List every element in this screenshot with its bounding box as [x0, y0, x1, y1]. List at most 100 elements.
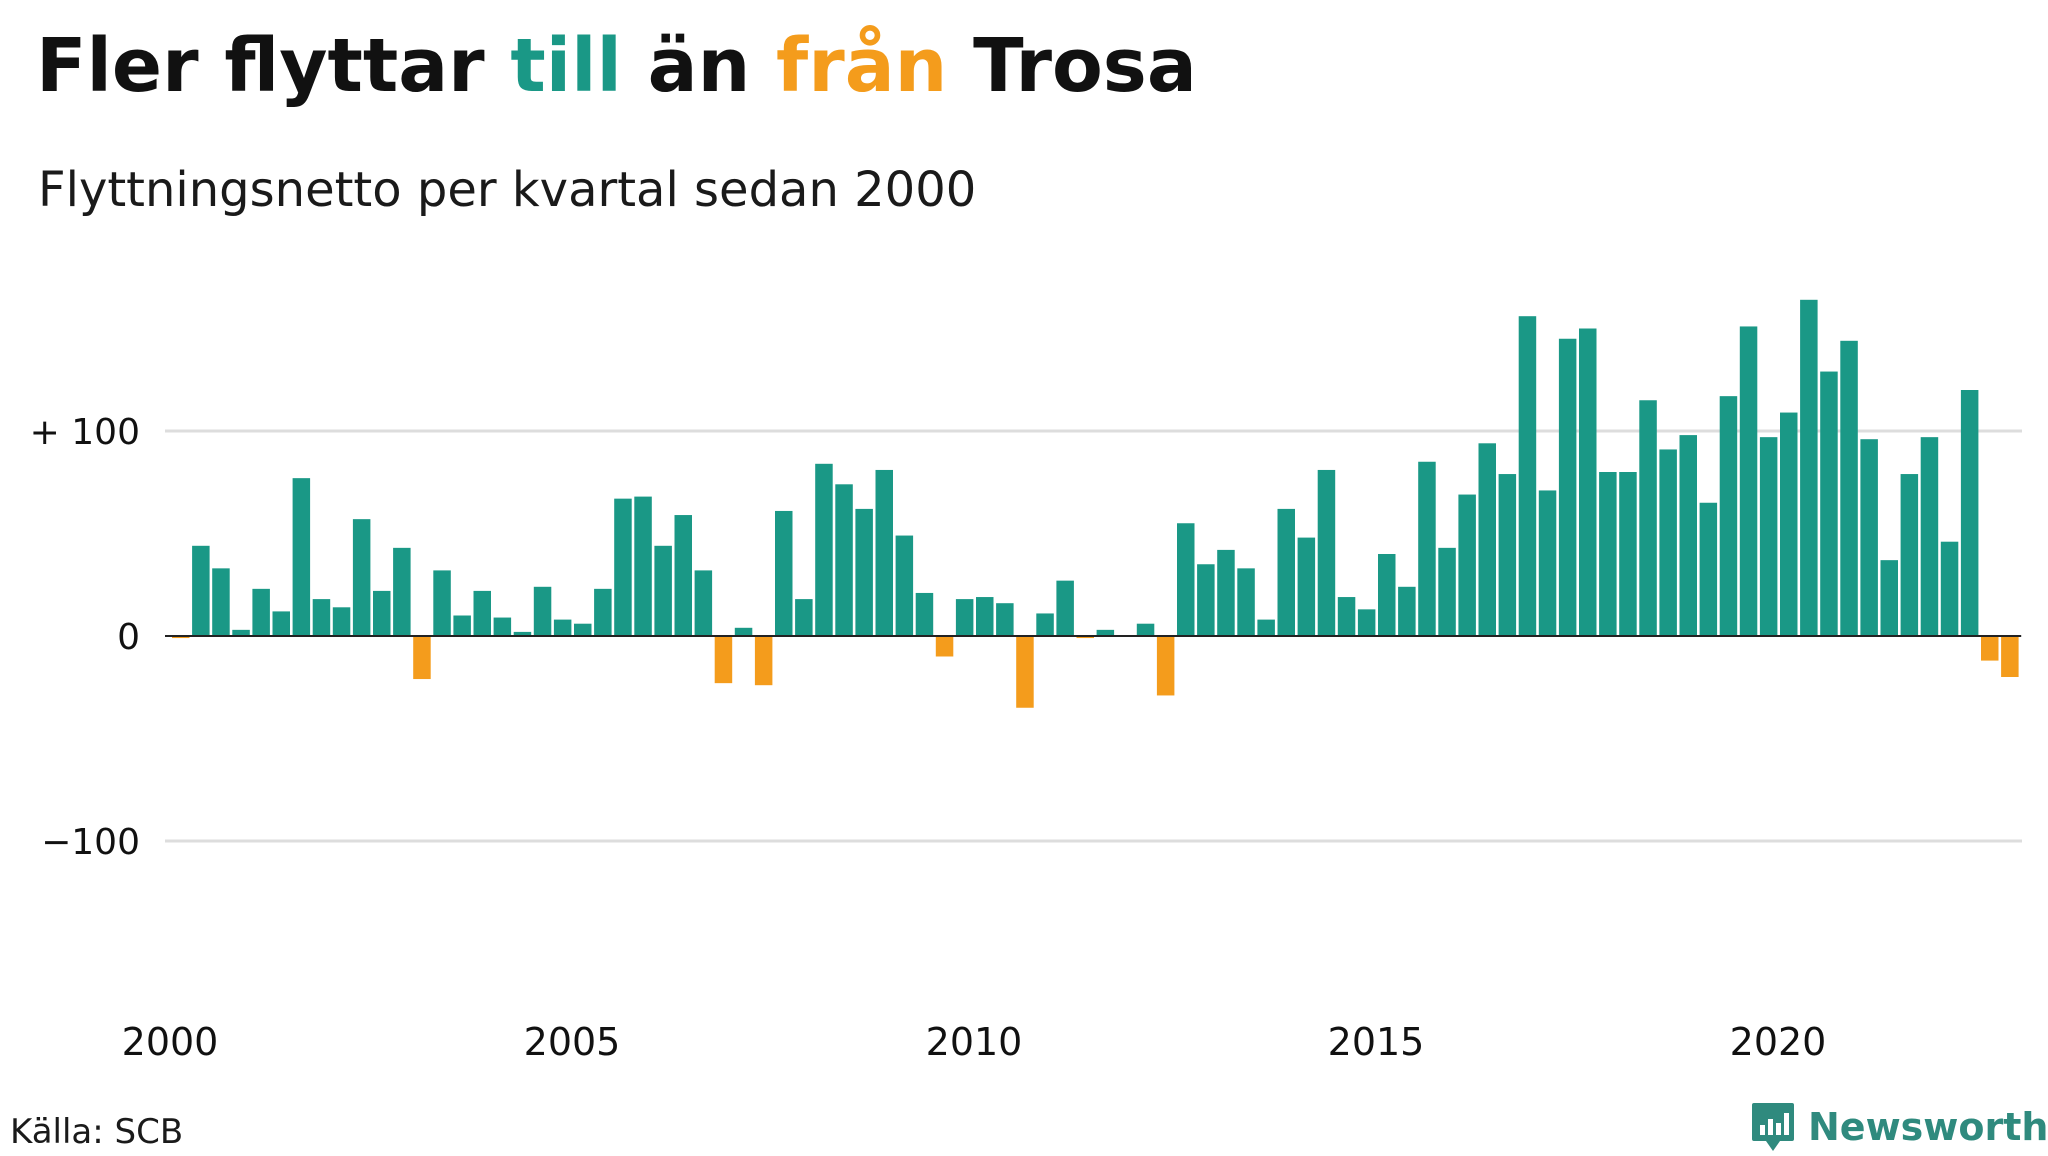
x-tick-label: 2005	[524, 1020, 621, 1064]
bar	[453, 615, 471, 636]
x-tick-label: 2020	[1730, 1020, 1827, 1064]
bar	[1820, 371, 1838, 636]
bar	[996, 603, 1014, 636]
newsworthy-logo-icon	[1752, 1103, 1794, 1151]
chart-title: Fler flyttar till än från Trosa	[36, 22, 1197, 111]
bar	[1940, 541, 1959, 636]
bar	[815, 463, 833, 636]
bar	[192, 545, 210, 636]
bar	[1418, 461, 1436, 636]
bar	[1136, 623, 1155, 636]
title-highlight-fran: från	[776, 23, 948, 109]
bar	[1518, 316, 1537, 636]
bar	[1679, 435, 1697, 636]
x-tick-label: 2000	[122, 1020, 219, 1064]
bar	[1016, 636, 1034, 708]
bar	[754, 636, 773, 686]
bar	[393, 547, 411, 636]
bar	[574, 623, 592, 636]
bar	[332, 607, 351, 636]
bar	[1156, 636, 1175, 696]
bar	[855, 508, 873, 636]
bar	[1579, 328, 1597, 636]
bar	[594, 588, 612, 636]
bar	[976, 597, 994, 636]
bar	[1438, 547, 1456, 636]
bar	[614, 498, 632, 636]
bar	[915, 592, 934, 636]
bar	[1177, 523, 1195, 636]
axes: + 100 0 −100 2000 2005 2010 2015 2020	[30, 412, 2022, 1064]
bar	[1217, 549, 1235, 636]
bar	[1619, 472, 1637, 636]
bar	[775, 510, 793, 636]
bar	[312, 599, 331, 636]
bar	[1639, 400, 1657, 636]
bar	[935, 636, 954, 657]
bar	[1096, 629, 1115, 636]
bar	[1478, 443, 1496, 636]
grid-lines	[165, 429, 2022, 843]
title-prefix: Fler flyttar	[36, 23, 511, 109]
bar	[1076, 636, 1094, 639]
source-note: Källa: SCB	[10, 1112, 184, 1152]
bar	[533, 586, 552, 636]
brand-name: Newsworthy	[1808, 1105, 2048, 1149]
bar	[433, 570, 451, 636]
bar	[1558, 338, 1577, 636]
bar	[1398, 586, 1416, 636]
y-tick-label: + 100	[30, 412, 140, 453]
bar	[513, 631, 532, 636]
bar	[212, 568, 230, 636]
bar	[1840, 340, 1858, 636]
bar	[1800, 299, 1818, 636]
bar	[734, 627, 753, 636]
bar	[1378, 554, 1396, 636]
bar	[2001, 636, 2019, 677]
bar	[1056, 580, 1074, 636]
bar	[714, 636, 733, 684]
bar	[1357, 609, 1376, 636]
bar	[1297, 537, 1316, 636]
bar	[553, 619, 572, 636]
bar	[272, 611, 290, 636]
bar	[1277, 508, 1295, 636]
bar	[654, 545, 672, 636]
bar	[292, 478, 311, 636]
bar	[875, 469, 893, 636]
bar	[795, 599, 813, 636]
y-tick-label: −100	[41, 822, 140, 863]
bar	[694, 570, 713, 636]
bar	[1498, 474, 1517, 636]
title-highlight-till: till	[510, 23, 622, 109]
bar	[1719, 396, 1738, 636]
bar	[1759, 437, 1778, 636]
bar	[1197, 564, 1215, 636]
bar	[1337, 597, 1356, 636]
bar	[473, 590, 491, 636]
bar	[895, 535, 914, 636]
bar	[1900, 474, 1919, 636]
bar	[955, 599, 974, 636]
bars	[172, 299, 2019, 708]
bar	[1659, 449, 1677, 636]
bar	[1599, 472, 1617, 636]
bar	[172, 636, 190, 639]
bar	[1739, 326, 1758, 636]
bar	[252, 588, 270, 636]
bar	[1860, 439, 1878, 636]
bar	[1036, 613, 1054, 636]
chart-subtitle: Flyttningsnetto per kvartal sedan 2000	[38, 162, 977, 218]
x-tick-label: 2010	[926, 1020, 1023, 1064]
bar	[1880, 560, 1898, 636]
bar	[1981, 636, 1999, 661]
y-tick-label: 0	[117, 617, 140, 658]
bar	[835, 484, 853, 636]
bar	[1920, 437, 1939, 636]
bar	[232, 629, 250, 636]
bar	[634, 496, 652, 636]
bar	[1458, 494, 1476, 636]
x-tick-label: 2015	[1328, 1020, 1425, 1064]
bar	[493, 617, 512, 636]
